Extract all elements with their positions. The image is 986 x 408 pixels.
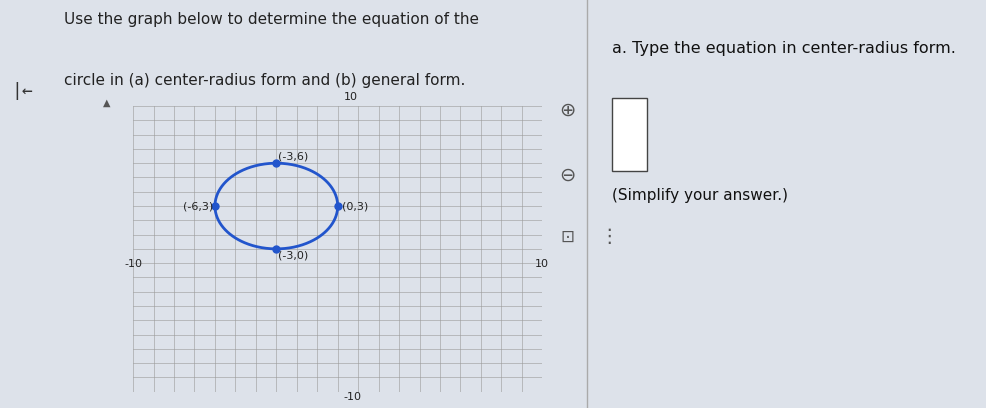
Text: -10: -10 (124, 259, 142, 269)
Text: ⊖: ⊖ (559, 166, 575, 185)
Text: 10: 10 (344, 92, 358, 102)
Text: ⊕: ⊕ (559, 101, 575, 120)
Text: circle in (a) center-radius form and (b) general form.: circle in (a) center-radius form and (b)… (64, 73, 465, 89)
Text: 10: 10 (535, 259, 549, 269)
Text: (-3,6): (-3,6) (278, 152, 309, 162)
Text: ⋮: ⋮ (599, 227, 619, 246)
Text: (0,3): (0,3) (342, 201, 368, 211)
Text: ⊡: ⊡ (560, 228, 574, 246)
Text: (Simplify your answer.): (Simplify your answer.) (612, 188, 788, 203)
FancyBboxPatch shape (612, 98, 647, 171)
Text: a. Type the equation in center-radius form.: a. Type the equation in center-radius fo… (612, 41, 956, 56)
Text: Use the graph below to determine the equation of the: Use the graph below to determine the equ… (64, 12, 479, 27)
Text: -10: -10 (344, 392, 362, 402)
Text: |←: |← (12, 82, 34, 100)
Text: (-6,3): (-6,3) (182, 201, 213, 211)
Text: ▲: ▲ (103, 98, 110, 108)
Text: (-3,0): (-3,0) (278, 250, 309, 260)
